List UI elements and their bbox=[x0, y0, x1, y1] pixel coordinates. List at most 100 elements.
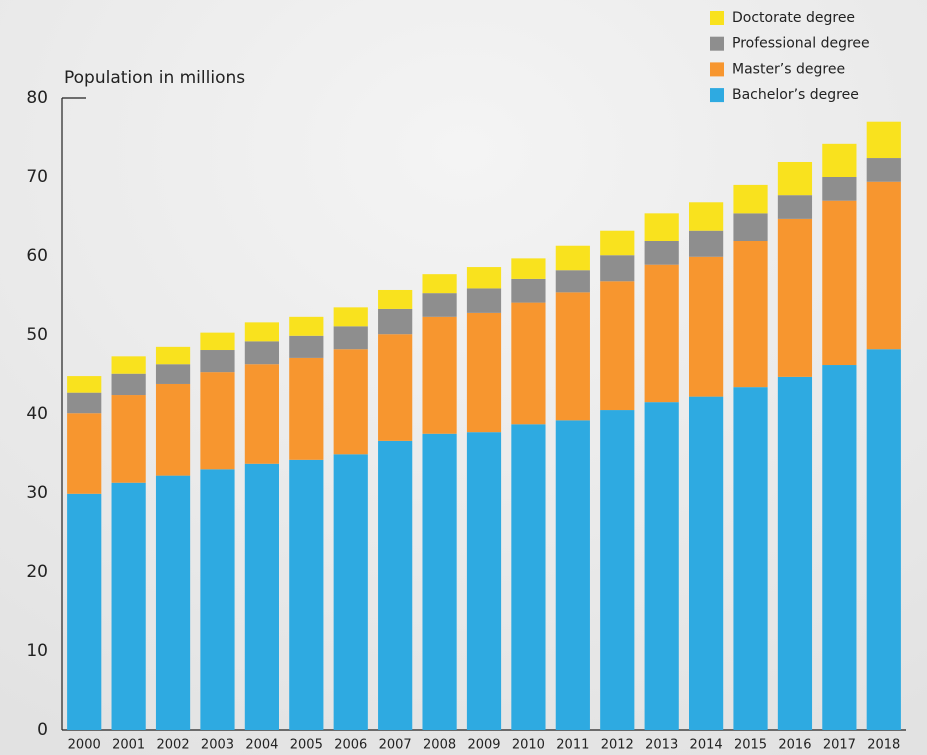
y-tick-label: 10 bbox=[26, 641, 48, 661]
x-tick-label: 2011 bbox=[556, 738, 589, 753]
x-tick-label: 2015 bbox=[734, 738, 767, 753]
bar-segment bbox=[511, 424, 546, 730]
bar-segment bbox=[289, 357, 324, 460]
x-tick-label: 2001 bbox=[112, 738, 145, 753]
bar-segment bbox=[422, 316, 457, 434]
bar-segment bbox=[111, 395, 146, 483]
bar-segment bbox=[555, 420, 590, 730]
bar-segment bbox=[333, 349, 368, 455]
bar-segment bbox=[378, 289, 413, 309]
legend-label: Bachelor’s degree bbox=[732, 87, 859, 103]
bar-segment bbox=[422, 293, 457, 317]
bar-segment bbox=[866, 181, 901, 350]
bar-segment bbox=[200, 332, 235, 351]
y-axis-label: Population in millions bbox=[64, 68, 245, 88]
legend-swatch bbox=[710, 11, 724, 25]
y-tick-label: 30 bbox=[26, 483, 48, 503]
y-tick-label: 40 bbox=[26, 404, 48, 424]
bar-segment bbox=[333, 326, 368, 350]
bar-segment bbox=[67, 413, 102, 494]
bar-segment bbox=[733, 184, 768, 214]
bar-segment bbox=[866, 158, 901, 182]
bar-segment bbox=[733, 213, 768, 241]
bar-segment bbox=[155, 364, 191, 384]
bar-segment bbox=[67, 493, 102, 730]
bar-segment bbox=[689, 396, 724, 730]
bar-segment bbox=[422, 274, 457, 294]
x-tick-label: 2016 bbox=[778, 738, 811, 753]
x-tick-label: 2005 bbox=[290, 738, 323, 753]
bar-segment bbox=[644, 213, 679, 241]
y-tick-label: 20 bbox=[26, 562, 48, 582]
bar-segment bbox=[822, 365, 857, 730]
bar-segment bbox=[822, 200, 857, 366]
bar-segment bbox=[333, 454, 368, 730]
x-tick-label: 2013 bbox=[645, 738, 678, 753]
y-tick-label: 50 bbox=[26, 325, 48, 345]
bar-segment bbox=[511, 278, 546, 303]
y-tick-label: 60 bbox=[26, 246, 48, 266]
y-tick-label: 70 bbox=[26, 167, 48, 187]
bar-segment bbox=[289, 459, 324, 730]
bar-segment bbox=[466, 267, 502, 289]
bar-segment bbox=[777, 195, 813, 219]
x-tick-label: 2002 bbox=[157, 738, 190, 753]
bar-segment bbox=[378, 308, 413, 335]
bar-segment bbox=[866, 121, 901, 159]
bar-segment bbox=[689, 230, 724, 257]
legend-swatch bbox=[710, 62, 724, 77]
bar-segment bbox=[155, 475, 191, 730]
x-tick-label: 2000 bbox=[68, 738, 101, 753]
bar-segment bbox=[155, 383, 191, 476]
x-tick-label: 2006 bbox=[334, 738, 367, 753]
bar-segment bbox=[777, 376, 813, 730]
legend-label: Professional degree bbox=[732, 36, 870, 52]
legend-swatch bbox=[710, 88, 724, 103]
bar-segment bbox=[466, 432, 502, 730]
bar-segment bbox=[644, 402, 679, 730]
x-tick-label: 2010 bbox=[512, 738, 545, 753]
bar-segment bbox=[289, 316, 324, 336]
bar-segment bbox=[333, 307, 368, 327]
bar-segment bbox=[555, 292, 590, 421]
x-tick-label: 2014 bbox=[690, 738, 723, 753]
bar-segment bbox=[244, 341, 279, 365]
x-tick-label: 2012 bbox=[601, 738, 634, 753]
bar-segment bbox=[822, 143, 857, 177]
bar-segment bbox=[555, 270, 590, 293]
bar-segment bbox=[777, 161, 813, 196]
bar-segment bbox=[111, 373, 146, 396]
bar-segment bbox=[111, 356, 146, 374]
bar-segment bbox=[600, 410, 635, 730]
x-tick-label: 2007 bbox=[379, 738, 412, 753]
bar-segment bbox=[689, 256, 724, 397]
bar-segment bbox=[733, 240, 768, 388]
bar-segment bbox=[200, 350, 235, 373]
bar-segment bbox=[200, 469, 235, 730]
bar-segment bbox=[866, 349, 901, 730]
bar-segment bbox=[511, 302, 546, 425]
bar-segment bbox=[644, 240, 679, 265]
bar-segment bbox=[244, 364, 279, 464]
x-tick-label: 2017 bbox=[823, 738, 856, 753]
x-tick-label: 2009 bbox=[467, 738, 500, 753]
y-tick-label: 80 bbox=[26, 88, 48, 108]
bar-segment bbox=[466, 288, 502, 313]
legend-swatch bbox=[710, 36, 724, 51]
bar-segment bbox=[155, 346, 191, 365]
bar-segment bbox=[111, 482, 146, 730]
bar-segment bbox=[600, 281, 635, 411]
bar-segment bbox=[466, 312, 502, 433]
legend-label: Doctorate degree bbox=[732, 10, 855, 26]
bar-segment bbox=[600, 255, 635, 282]
bar-segment bbox=[67, 376, 102, 393]
x-tick-label: 2004 bbox=[245, 738, 278, 753]
bar-segment bbox=[244, 322, 279, 342]
bar-segment bbox=[689, 202, 724, 231]
bar-segment bbox=[777, 218, 813, 377]
x-tick-label: 2008 bbox=[423, 738, 456, 753]
bar-segment bbox=[555, 245, 590, 271]
